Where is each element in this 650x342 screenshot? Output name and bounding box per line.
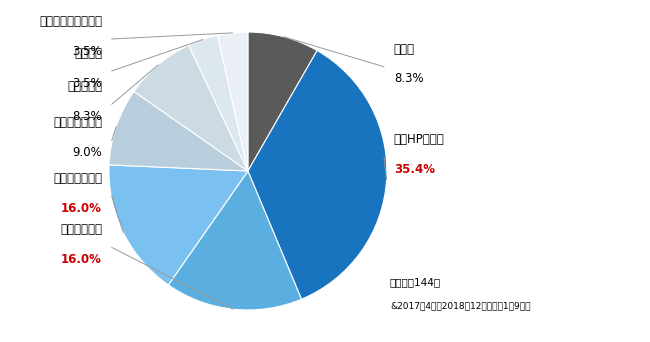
Text: 8.3%: 8.3% bbox=[72, 110, 102, 123]
Text: 医療クリニック: 医療クリニック bbox=[53, 172, 102, 185]
Wedge shape bbox=[248, 51, 387, 299]
Text: その他: その他 bbox=[394, 43, 415, 56]
Wedge shape bbox=[134, 45, 248, 171]
Text: メディア・制作: メディア・制作 bbox=[53, 116, 102, 129]
Wedge shape bbox=[109, 91, 248, 171]
Text: 会社HP・求人: 会社HP・求人 bbox=[394, 133, 445, 146]
Text: 8.3%: 8.3% bbox=[394, 73, 423, 86]
Text: 16.0%: 16.0% bbox=[61, 201, 102, 214]
Wedge shape bbox=[188, 35, 248, 171]
Text: 自営業・店舗: 自営業・店舗 bbox=[60, 223, 102, 236]
Wedge shape bbox=[248, 32, 317, 171]
Text: 商品撮影: 商品撮影 bbox=[74, 47, 102, 60]
Text: 35.4%: 35.4% bbox=[394, 163, 435, 176]
Wedge shape bbox=[218, 32, 248, 171]
Text: &2017年4月～2018年12月までの1年9ヶ月: &2017年4月～2018年12月までの1年9ヶ月 bbox=[390, 302, 530, 311]
Text: 案件総数144件: 案件総数144件 bbox=[390, 277, 441, 287]
Text: 3.5%: 3.5% bbox=[72, 44, 102, 57]
Text: 9.0%: 9.0% bbox=[72, 146, 102, 159]
Text: メニュー・飲食店舗: メニュー・飲食店舗 bbox=[39, 15, 102, 28]
Wedge shape bbox=[109, 165, 248, 285]
Text: 3.5%: 3.5% bbox=[72, 77, 102, 90]
Text: 建築・宿泊: 建築・宿泊 bbox=[67, 80, 102, 93]
Text: 16.0%: 16.0% bbox=[61, 253, 102, 266]
Wedge shape bbox=[168, 171, 302, 310]
